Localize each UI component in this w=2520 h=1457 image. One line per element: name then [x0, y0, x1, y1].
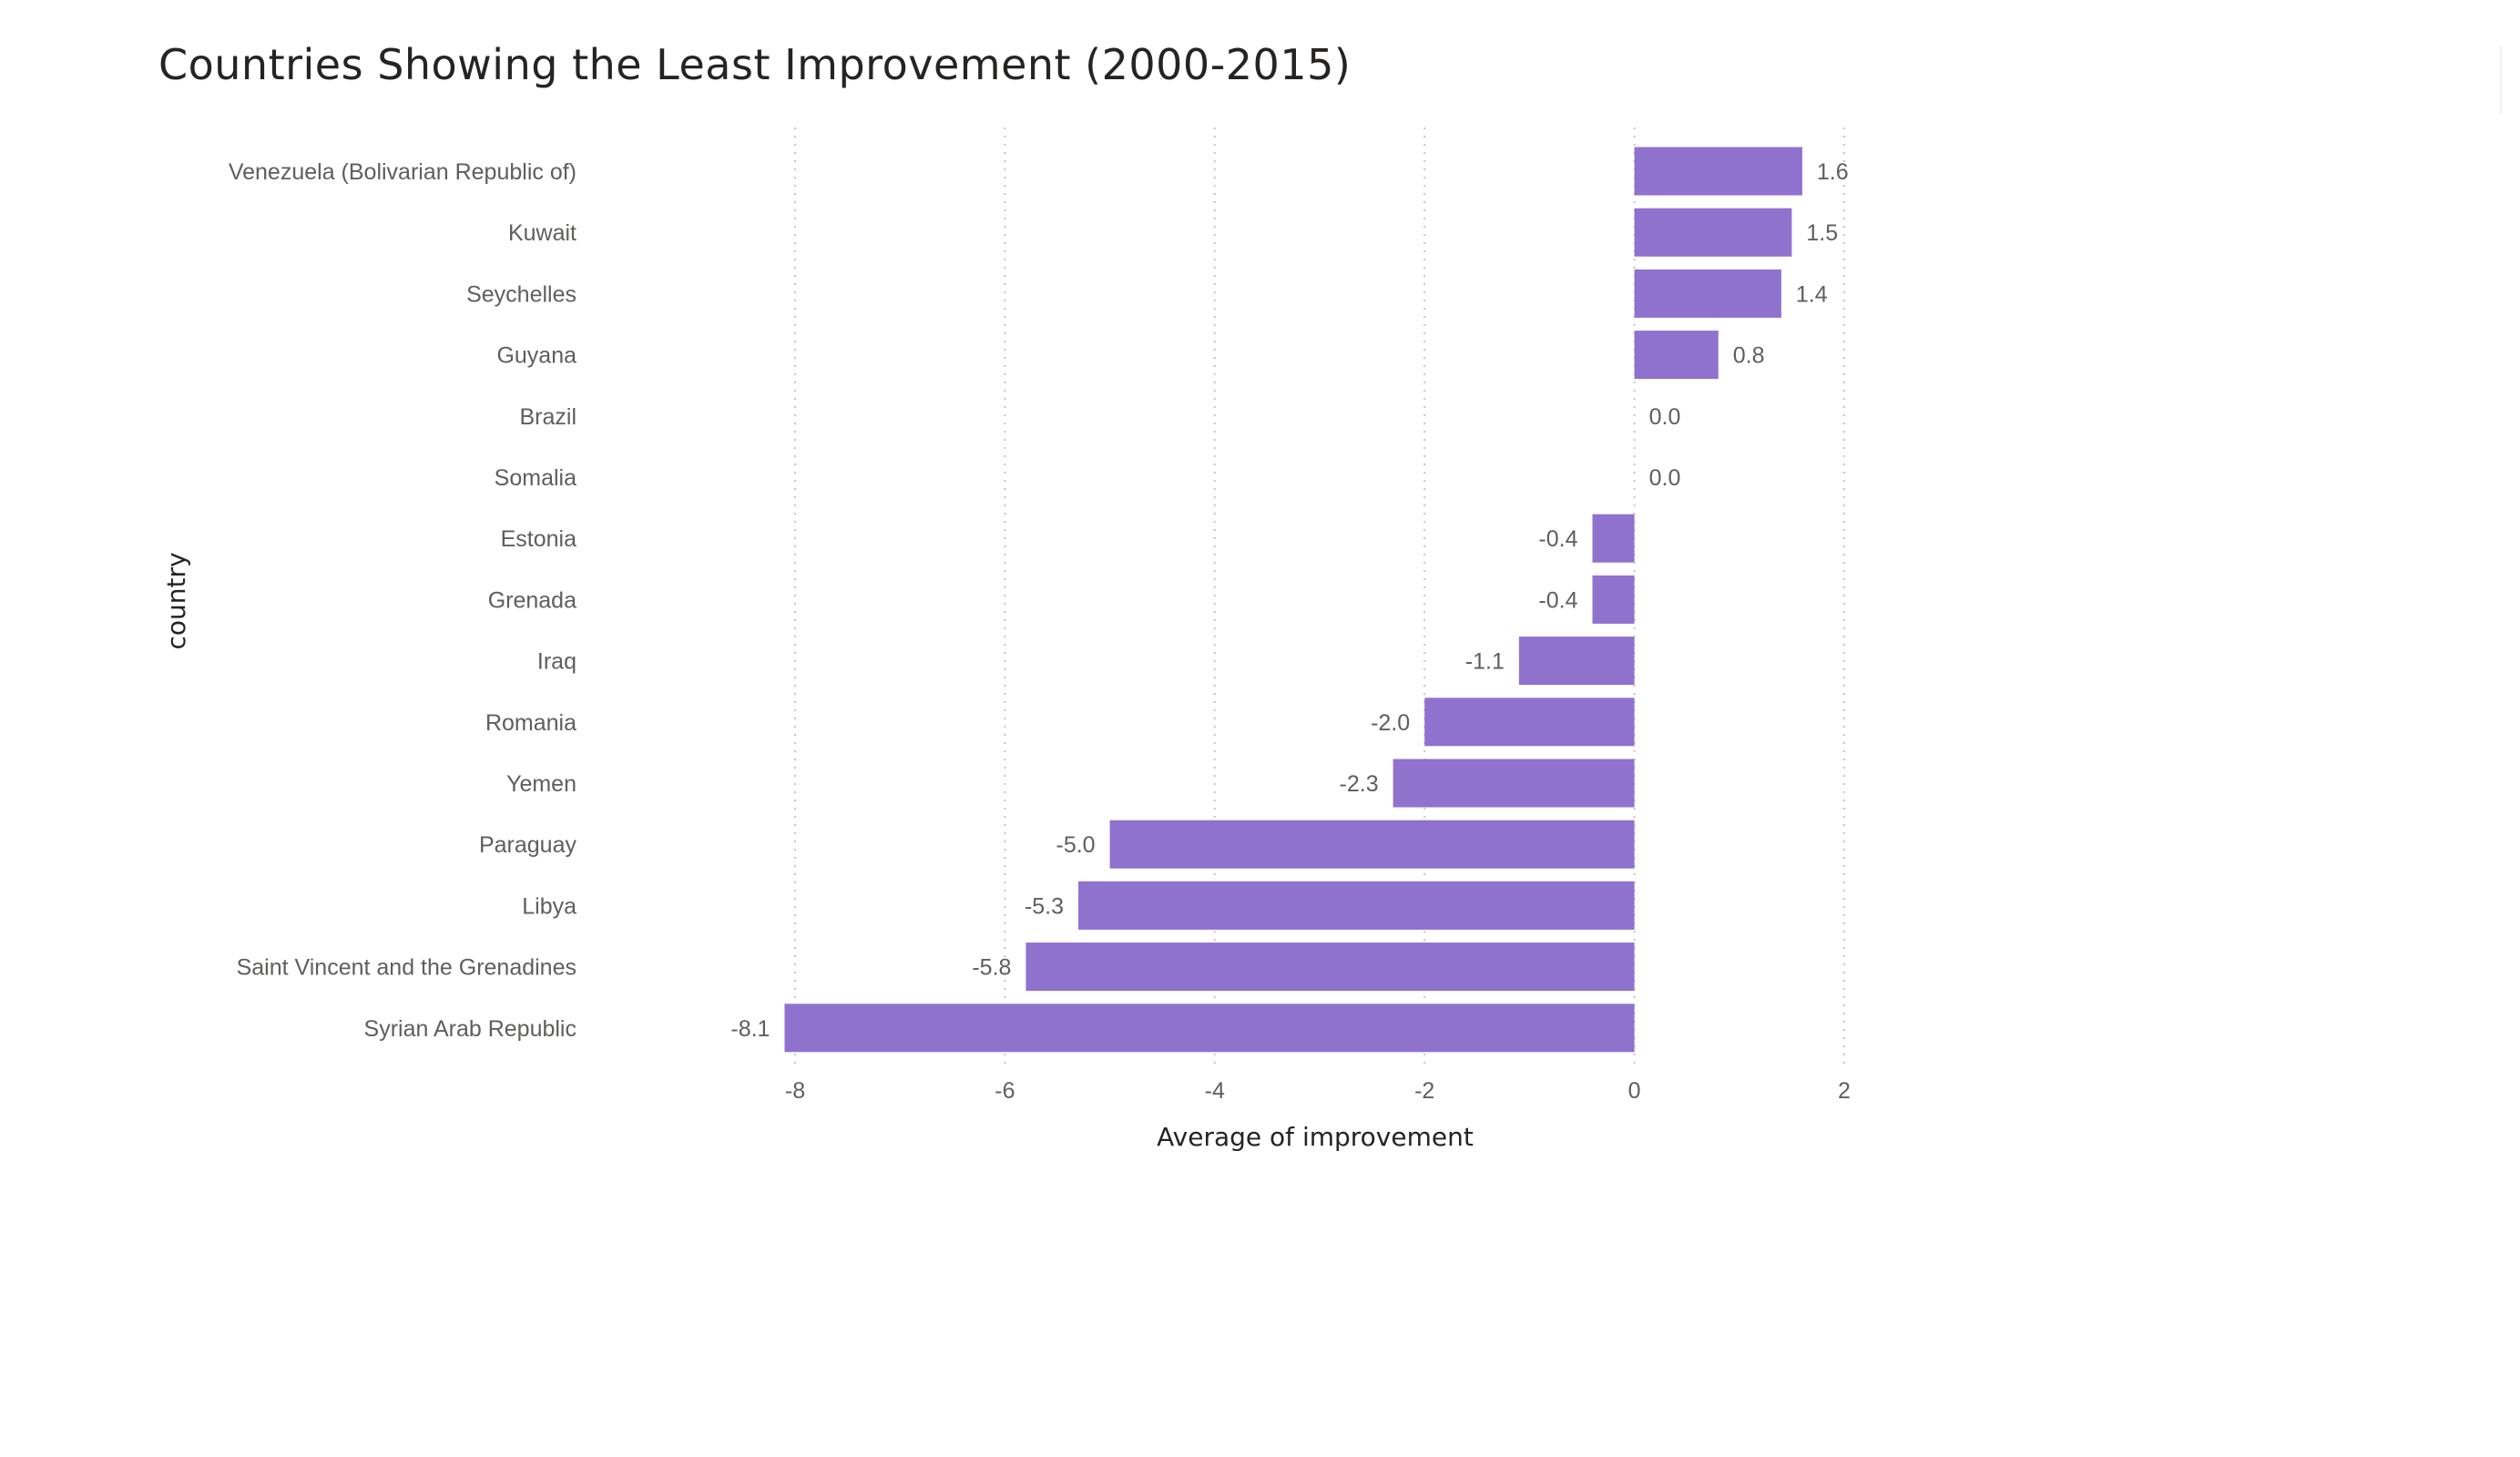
category-label: Libya: [522, 893, 576, 919]
data-label: 1.5: [1806, 220, 1838, 246]
x-tick-label: 2: [1838, 1078, 1851, 1104]
data-label: -2.0: [1371, 710, 1410, 736]
category-label: Yemen: [506, 771, 576, 797]
category-labels: Venezuela (Bolivarian Republic of) Kuwait…: [229, 159, 577, 1042]
bar[interactable]: [1424, 698, 1635, 747]
data-label: 1.4: [1796, 281, 1828, 307]
data-label: 0.8: [1733, 343, 1765, 369]
category-label: Guyana: [496, 343, 576, 369]
data-label: 0.0: [1649, 404, 1681, 430]
category-label: Saint Vincent and the Grenadines: [237, 955, 576, 981]
category-label: Seychelles: [466, 281, 576, 307]
bar[interactable]: [1634, 208, 1792, 257]
bars: [784, 147, 1802, 1053]
category-label: Estonia: [501, 526, 576, 552]
data-label: -2.3: [1340, 771, 1379, 797]
bar[interactable]: [1393, 759, 1635, 808]
bar[interactable]: [1634, 331, 1719, 380]
category-label: Kuwait: [508, 220, 576, 246]
data-label: 1.6: [1817, 159, 1849, 185]
chart-title: Countries Showing the Least Improvement …: [158, 40, 1352, 89]
panel-edge-divider: [2500, 46, 2502, 115]
bar[interactable]: [1592, 514, 1635, 563]
category-label: Iraq: [537, 649, 576, 675]
bar[interactable]: [1025, 942, 1635, 992]
category-label: Brazil: [519, 404, 576, 430]
category-label: Grenada: [488, 587, 576, 613]
data-label: 0.0: [1649, 465, 1681, 491]
x-tick-label: -8: [785, 1078, 805, 1104]
category-label: Syrian Arab Republic: [364, 1016, 576, 1042]
bar[interactable]: [1518, 637, 1635, 686]
bar[interactable]: [1078, 881, 1635, 930]
x-tick-label: -6: [995, 1078, 1015, 1104]
data-label: -0.4: [1538, 526, 1577, 552]
bar[interactable]: [1634, 147, 1802, 196]
data-label: -5.3: [1025, 893, 1064, 919]
x-axis-title: Average of improvement: [1157, 1122, 1474, 1152]
data-labels: 1.6 1.5 1.4 0.8 0.0 0.0 -0.4 -0.4 -1.1 -2.0 -2.3 -5…: [730, 159, 1848, 1042]
data-label: -5.0: [1056, 832, 1096, 858]
bar[interactable]: [1592, 575, 1635, 624]
category-label: Somalia: [495, 465, 576, 491]
data-label: -5.8: [972, 955, 1011, 981]
bar[interactable]: [1109, 820, 1635, 869]
data-label: -0.4: [1538, 587, 1577, 613]
x-tick-label: 0: [1628, 1078, 1641, 1104]
x-axis-ticks: -8 -6 -4 -2 0 2: [785, 1078, 1851, 1104]
category-label: Romania: [485, 710, 576, 736]
data-label: -1.1: [1465, 649, 1505, 675]
x-tick-label: -2: [1414, 1078, 1434, 1104]
data-label: -8.1: [730, 1016, 770, 1042]
y-axis-title: country: [161, 552, 191, 649]
x-tick-label: -4: [1205, 1078, 1225, 1104]
bar[interactable]: [784, 1004, 1635, 1053]
bar[interactable]: [1634, 269, 1781, 318]
category-label: Paraguay: [479, 832, 577, 858]
category-label: Venezuela (Bolivarian Republic of): [229, 159, 576, 185]
